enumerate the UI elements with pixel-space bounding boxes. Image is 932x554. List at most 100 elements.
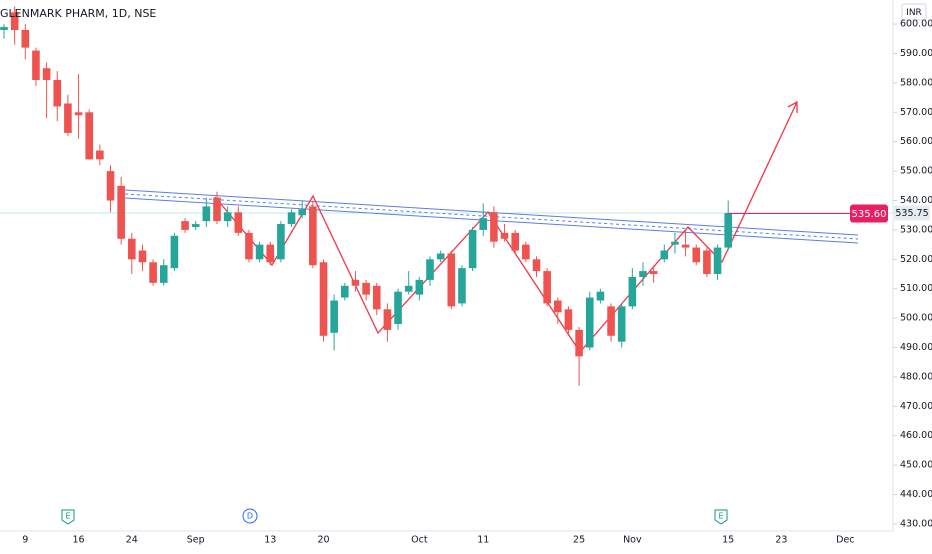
candle-body: [500, 232, 509, 239]
candle-body: [394, 291, 402, 325]
x-tick-label: 23: [775, 535, 787, 546]
candle-body: [607, 306, 615, 336]
y-tick-label: 440.00: [900, 489, 932, 500]
candle-body: [245, 232, 253, 260]
candle-body: [64, 103, 72, 133]
candle-body: [32, 50, 40, 80]
candle-body: [213, 197, 221, 222]
candle-body: [362, 282, 370, 295]
y-tick-label: 590.00: [900, 48, 932, 59]
event-label: D: [247, 512, 253, 521]
candle-body: [0, 27, 8, 30]
arrow-head: [787, 100, 798, 113]
candle-body: [10, 12, 19, 30]
candle-body: [575, 329, 583, 357]
candle-body: [255, 244, 264, 260]
candle-body: [319, 262, 328, 336]
candle-body: [383, 309, 392, 330]
y-tick-label: 430.00: [900, 518, 932, 529]
candle-body: [96, 150, 104, 160]
candle-body: [202, 206, 211, 222]
y-tick-label: 600.00: [900, 19, 932, 30]
candle-body: [713, 247, 722, 275]
x-tick-label: 25: [573, 535, 585, 546]
candle-body: [149, 262, 157, 283]
x-tick-label: 9: [22, 535, 28, 546]
candle-body: [266, 244, 275, 263]
candles: [0, 6, 732, 386]
y-tick-label: 560.00: [900, 136, 932, 147]
candle-body: [159, 265, 168, 283]
y-tick-label: 530.00: [900, 224, 932, 235]
candle-body: [724, 213, 732, 248]
y-tick-label: 540.00: [900, 195, 932, 206]
currency-label: INR: [906, 8, 922, 18]
candle-body: [128, 238, 136, 260]
candle-body: [564, 309, 573, 330]
candle-body: [298, 209, 306, 216]
candle-body: [468, 229, 477, 269]
candle-body: [404, 285, 413, 292]
candle-body: [458, 268, 466, 304]
last-price-label: 535.75: [895, 208, 928, 219]
candle-body: [85, 112, 93, 160]
x-tick-label: Dec: [836, 535, 854, 546]
candle-body: [415, 279, 424, 295]
x-tick-label: 13: [264, 535, 276, 546]
candle-body: [372, 285, 381, 310]
candle-body: [681, 244, 690, 248]
candle-body: [554, 300, 562, 313]
event-label: E: [718, 512, 723, 521]
candle-body: [191, 224, 200, 227]
candle-body: [660, 250, 669, 260]
candle-body: [532, 259, 541, 272]
candle-body: [692, 247, 701, 263]
y-tick-label: 520.00: [900, 254, 932, 265]
x-tick-label: 16: [73, 535, 85, 546]
x-tick-label: 15: [722, 535, 734, 546]
candle-body: [287, 212, 296, 225]
candle-body: [490, 212, 498, 242]
candle-body: [277, 224, 285, 260]
candle-body: [351, 279, 360, 286]
x-tick-label: 20: [317, 535, 329, 546]
event-marker[interactable]: [714, 509, 728, 525]
candle-body: [671, 241, 679, 245]
candle-body: [117, 185, 125, 239]
pattern-zigzag: [214, 101, 798, 354]
last-price-box: [894, 205, 930, 221]
candle-body: [181, 221, 189, 230]
x-tick-label: Oct: [411, 535, 428, 546]
candle-body: [479, 218, 488, 230]
event-marker[interactable]: [61, 509, 75, 525]
y-tick-label: 480.00: [900, 371, 932, 382]
x-tick-label: Nov: [623, 535, 642, 546]
y-tick-label: 510.00: [900, 283, 932, 294]
candle-body: [447, 253, 456, 307]
candle-body: [703, 250, 711, 275]
event-label: E: [65, 512, 70, 521]
candle-body: [596, 291, 605, 301]
candle-body: [309, 206, 317, 266]
event-marker[interactable]: [242, 508, 258, 524]
alert-label: 535.60: [852, 209, 887, 220]
chart-title: GLENMARK PHARM, 1D, NSE: [0, 7, 156, 20]
candle-body: [42, 68, 51, 80]
y-tick-label: 570.00: [900, 107, 932, 118]
x-tick-label: 24: [126, 535, 138, 546]
y-tick-label: 580.00: [900, 77, 932, 88]
candle-body: [330, 300, 338, 333]
candle-body: [585, 297, 594, 348]
x-tick-label: Sep: [187, 535, 205, 546]
candle-body: [53, 79, 62, 107]
candle-body: [436, 253, 445, 260]
candle-body: [223, 212, 232, 222]
y-tick-label: 500.00: [900, 313, 932, 324]
candle-body: [522, 244, 530, 260]
y-tick-label: 470.00: [900, 401, 932, 412]
y-tick-label: 460.00: [900, 430, 932, 441]
candle-body: [617, 306, 626, 342]
currency-box: [901, 3, 927, 21]
